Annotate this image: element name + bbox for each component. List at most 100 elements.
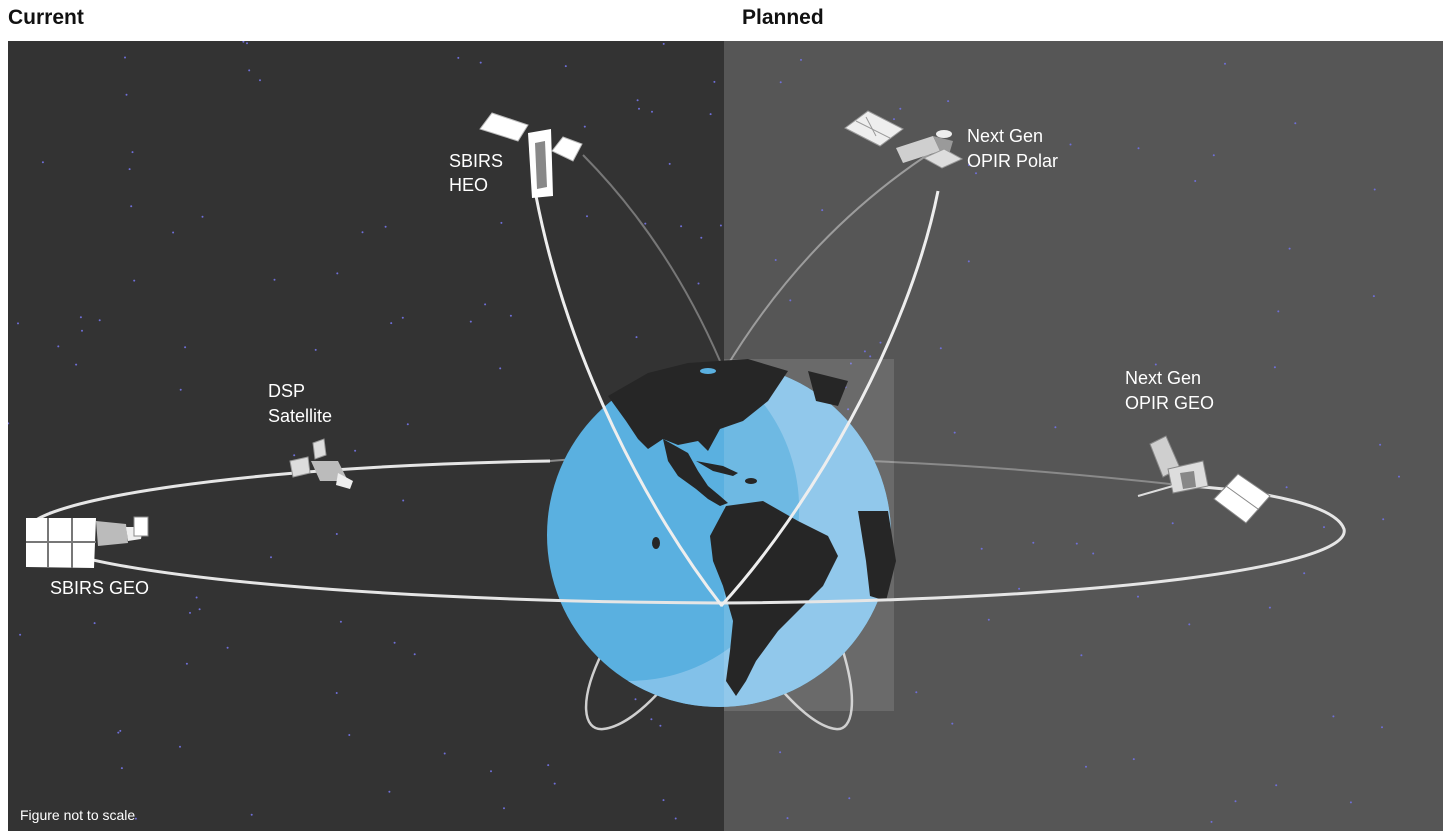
star: [939, 347, 942, 350]
star: [57, 345, 60, 348]
star: [848, 797, 851, 800]
star: [1285, 486, 1288, 489]
dsp-satellite-label: DSP Satellite: [268, 381, 332, 426]
star: [636, 99, 639, 102]
star: [893, 118, 895, 121]
star: [361, 231, 364, 234]
star: [1080, 654, 1083, 657]
star: [1018, 587, 1021, 590]
star: [849, 362, 852, 365]
star: [947, 100, 950, 103]
star: [406, 423, 409, 426]
star: [674, 817, 677, 820]
star: [1085, 765, 1087, 768]
star: [17, 322, 19, 325]
star: [719, 224, 722, 227]
star: [354, 449, 357, 452]
star: [293, 454, 296, 457]
star: [709, 113, 712, 116]
planned-heading: Planned: [742, 6, 824, 29]
star: [198, 608, 201, 611]
star: [402, 499, 405, 502]
next-gen-opir-polar-label: Next Gen OPIR Polar: [967, 126, 1058, 171]
star: [484, 303, 487, 306]
star: [133, 279, 136, 282]
star: [1210, 820, 1213, 823]
star: [779, 81, 782, 84]
next-gen-opir-polar-satellite: [844, 110, 964, 169]
star: [131, 151, 134, 154]
star: [662, 42, 665, 45]
star: [586, 215, 588, 218]
star: [789, 299, 792, 302]
star: [185, 662, 188, 665]
star: [951, 722, 954, 725]
star: [98, 319, 101, 322]
star: [41, 161, 44, 164]
star: [1137, 147, 1140, 150]
star: [388, 790, 391, 793]
star: [1188, 623, 1191, 626]
star: [134, 817, 137, 820]
star: [1212, 154, 1215, 157]
star: [500, 221, 503, 224]
star: [189, 611, 191, 614]
star: [179, 388, 182, 391]
star: [479, 61, 482, 64]
star: [564, 65, 567, 68]
star: [469, 320, 472, 323]
star: [384, 225, 387, 228]
star: [270, 556, 272, 559]
star: [786, 817, 789, 820]
star: [779, 751, 782, 754]
star: [863, 350, 866, 353]
star: [680, 225, 683, 228]
star: [1224, 62, 1226, 65]
star: [953, 431, 956, 434]
star: [124, 56, 126, 59]
star: [987, 618, 990, 621]
star: [226, 646, 229, 649]
star: [547, 764, 550, 767]
star: [248, 69, 251, 72]
star: [879, 341, 882, 344]
star: [19, 633, 22, 636]
star: [184, 346, 187, 349]
star: [583, 125, 586, 128]
next-gen-opir-geo-satellite: [1137, 435, 1271, 524]
star: [975, 172, 977, 175]
star: [713, 80, 716, 83]
star: [1398, 475, 1400, 478]
star: [1154, 363, 1157, 366]
star: [553, 782, 556, 785]
star: [634, 698, 637, 701]
sbirs-geo-label: SBIRS GEO: [50, 578, 149, 598]
star: [644, 222, 647, 225]
sbirs-heo-satellite: [479, 112, 583, 198]
star: [335, 533, 338, 535]
star: [1294, 122, 1297, 125]
star: [668, 162, 671, 165]
star: [650, 718, 653, 721]
star: [490, 770, 492, 773]
star: [1234, 800, 1237, 803]
sbirs-geo-satellite: [26, 516, 149, 568]
star: [335, 692, 338, 694]
star: [967, 164, 970, 166]
star: [869, 355, 872, 358]
next-gen-opir-geo-label: Next Gen OPIR GEO: [1125, 368, 1214, 413]
orbit-diagram: SBIRS HEO DSP Satellite SBIRS GEO Next G…: [8, 41, 1443, 831]
star: [1349, 801, 1352, 804]
star: [821, 209, 824, 212]
star: [242, 41, 245, 43]
star: [8, 422, 10, 425]
star: [1372, 295, 1375, 298]
star: [1288, 247, 1291, 250]
star: [348, 734, 351, 736]
star: [499, 367, 502, 370]
star: [201, 215, 204, 218]
star: [273, 278, 276, 281]
star: [259, 79, 261, 82]
sbirs-heo-label: SBIRS HEO: [449, 151, 508, 195]
star: [336, 272, 339, 275]
